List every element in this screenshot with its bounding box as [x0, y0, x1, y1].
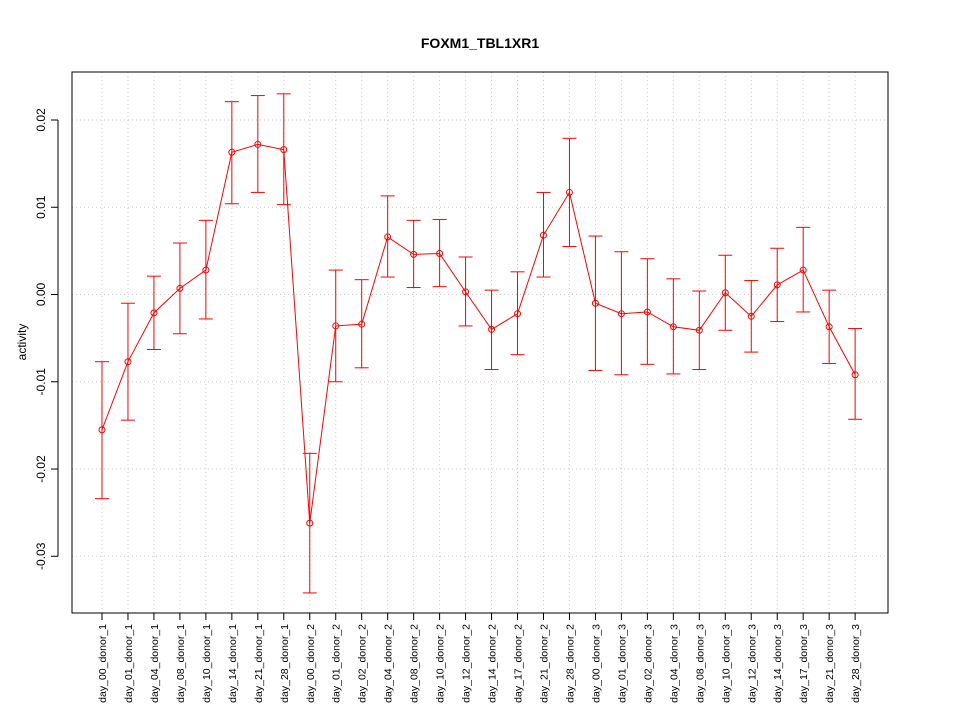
- x-tick-label: day_10_donor_2: [435, 624, 447, 703]
- data-point: [591, 299, 599, 307]
- x-tick-label: day_12_donor_2: [461, 624, 473, 703]
- x-tick-label: day_14_donor_1: [227, 624, 239, 703]
- y-tick-label: 0.01: [34, 195, 48, 219]
- plot-frame: [71, 71, 889, 614]
- data-point: [565, 188, 573, 196]
- data-point: [721, 289, 729, 297]
- data-point: [539, 231, 547, 239]
- data-point: [436, 249, 444, 257]
- data-point: [643, 308, 651, 316]
- x-tick-label: day_01_donor_2: [331, 624, 343, 703]
- x-tick-label: day_12_donor_3: [746, 624, 758, 703]
- data-point: [280, 146, 288, 154]
- data-point: [695, 326, 703, 334]
- x-tick-label: day_21_donor_3: [824, 624, 836, 703]
- x-tick-label: day_28_donor_1: [279, 624, 291, 703]
- data-point: [799, 266, 807, 274]
- x-tick-label: day_02_donor_3: [642, 624, 654, 703]
- y-tick-label: 0.02: [34, 108, 48, 132]
- data-point: [851, 371, 859, 379]
- data-point: [825, 323, 833, 331]
- data-point: [773, 281, 781, 289]
- data-point: [202, 266, 210, 274]
- x-tick-label: day_01_donor_1: [123, 624, 135, 703]
- y-axis-label: activity: [15, 324, 29, 361]
- x-tick-label: day_04_donor_3: [668, 624, 680, 703]
- x-tick-label: day_00_donor_1: [97, 624, 109, 703]
- data-point: [306, 519, 314, 527]
- x-tick-label: day_28_donor_3: [850, 624, 862, 703]
- data-point: [617, 310, 625, 318]
- x-tick-label: day_01_donor_3: [616, 624, 628, 703]
- data-point: [747, 312, 755, 320]
- data-point: [98, 426, 106, 434]
- x-tick-label: day_02_donor_2: [357, 624, 369, 703]
- x-tick-label: day_00_donor_2: [305, 624, 317, 703]
- x-tick-label: day_17_donor_3: [798, 624, 810, 703]
- data-point: [124, 358, 132, 366]
- x-tick-label: day_10_donor_1: [201, 624, 213, 703]
- y-tick-label: 0.00: [34, 283, 48, 307]
- x-tick-label: day_04_donor_1: [149, 624, 161, 703]
- x-tick-label: day_00_donor_3: [590, 624, 602, 703]
- x-tick-label: day_21_donor_1: [253, 624, 265, 703]
- y-tick-label: -0.02: [34, 455, 48, 483]
- data-point: [358, 320, 366, 328]
- x-tick-label: day_10_donor_3: [720, 624, 732, 703]
- x-tick-label: day_08_donor_3: [694, 624, 706, 703]
- x-tick-label: day_28_donor_2: [564, 624, 576, 703]
- y-tick-label: -0.03: [34, 542, 48, 570]
- data-point: [410, 250, 418, 258]
- x-tick-label: day_14_donor_2: [487, 624, 499, 703]
- grid: [72, 72, 888, 613]
- x-tick-label: day_14_donor_3: [772, 624, 784, 703]
- y-tick-label: -0.01: [34, 368, 48, 396]
- data-point: [254, 140, 262, 148]
- x-tick-label: day_04_donor_2: [383, 624, 395, 703]
- data-point: [514, 310, 522, 318]
- data-point: [384, 233, 392, 241]
- data-point: [150, 309, 158, 317]
- data-point: [176, 284, 184, 292]
- data-points: [98, 140, 859, 527]
- x-tick-label: day_08_donor_2: [409, 624, 421, 703]
- x-tick-label: day_08_donor_1: [175, 624, 187, 703]
- x-axis: day_00_donor_1 day_01_donor_1 day_04_donor…: [97, 612, 862, 703]
- series-line: [101, 143, 856, 524]
- data-point: [228, 148, 236, 156]
- y-axis: -0.03 -0.02 -0.01 0.00 0.01 0.02: [34, 108, 59, 570]
- chart-title: FOXM1_TBL1XR1: [421, 35, 539, 51]
- data-point: [462, 288, 470, 296]
- data-point: [669, 323, 677, 331]
- error-bars: [95, 93, 863, 594]
- x-tick-label: day_21_donor_2: [538, 624, 550, 703]
- x-tick-label: day_17_donor_2: [513, 624, 525, 703]
- data-point: [332, 322, 340, 330]
- data-point: [488, 325, 496, 333]
